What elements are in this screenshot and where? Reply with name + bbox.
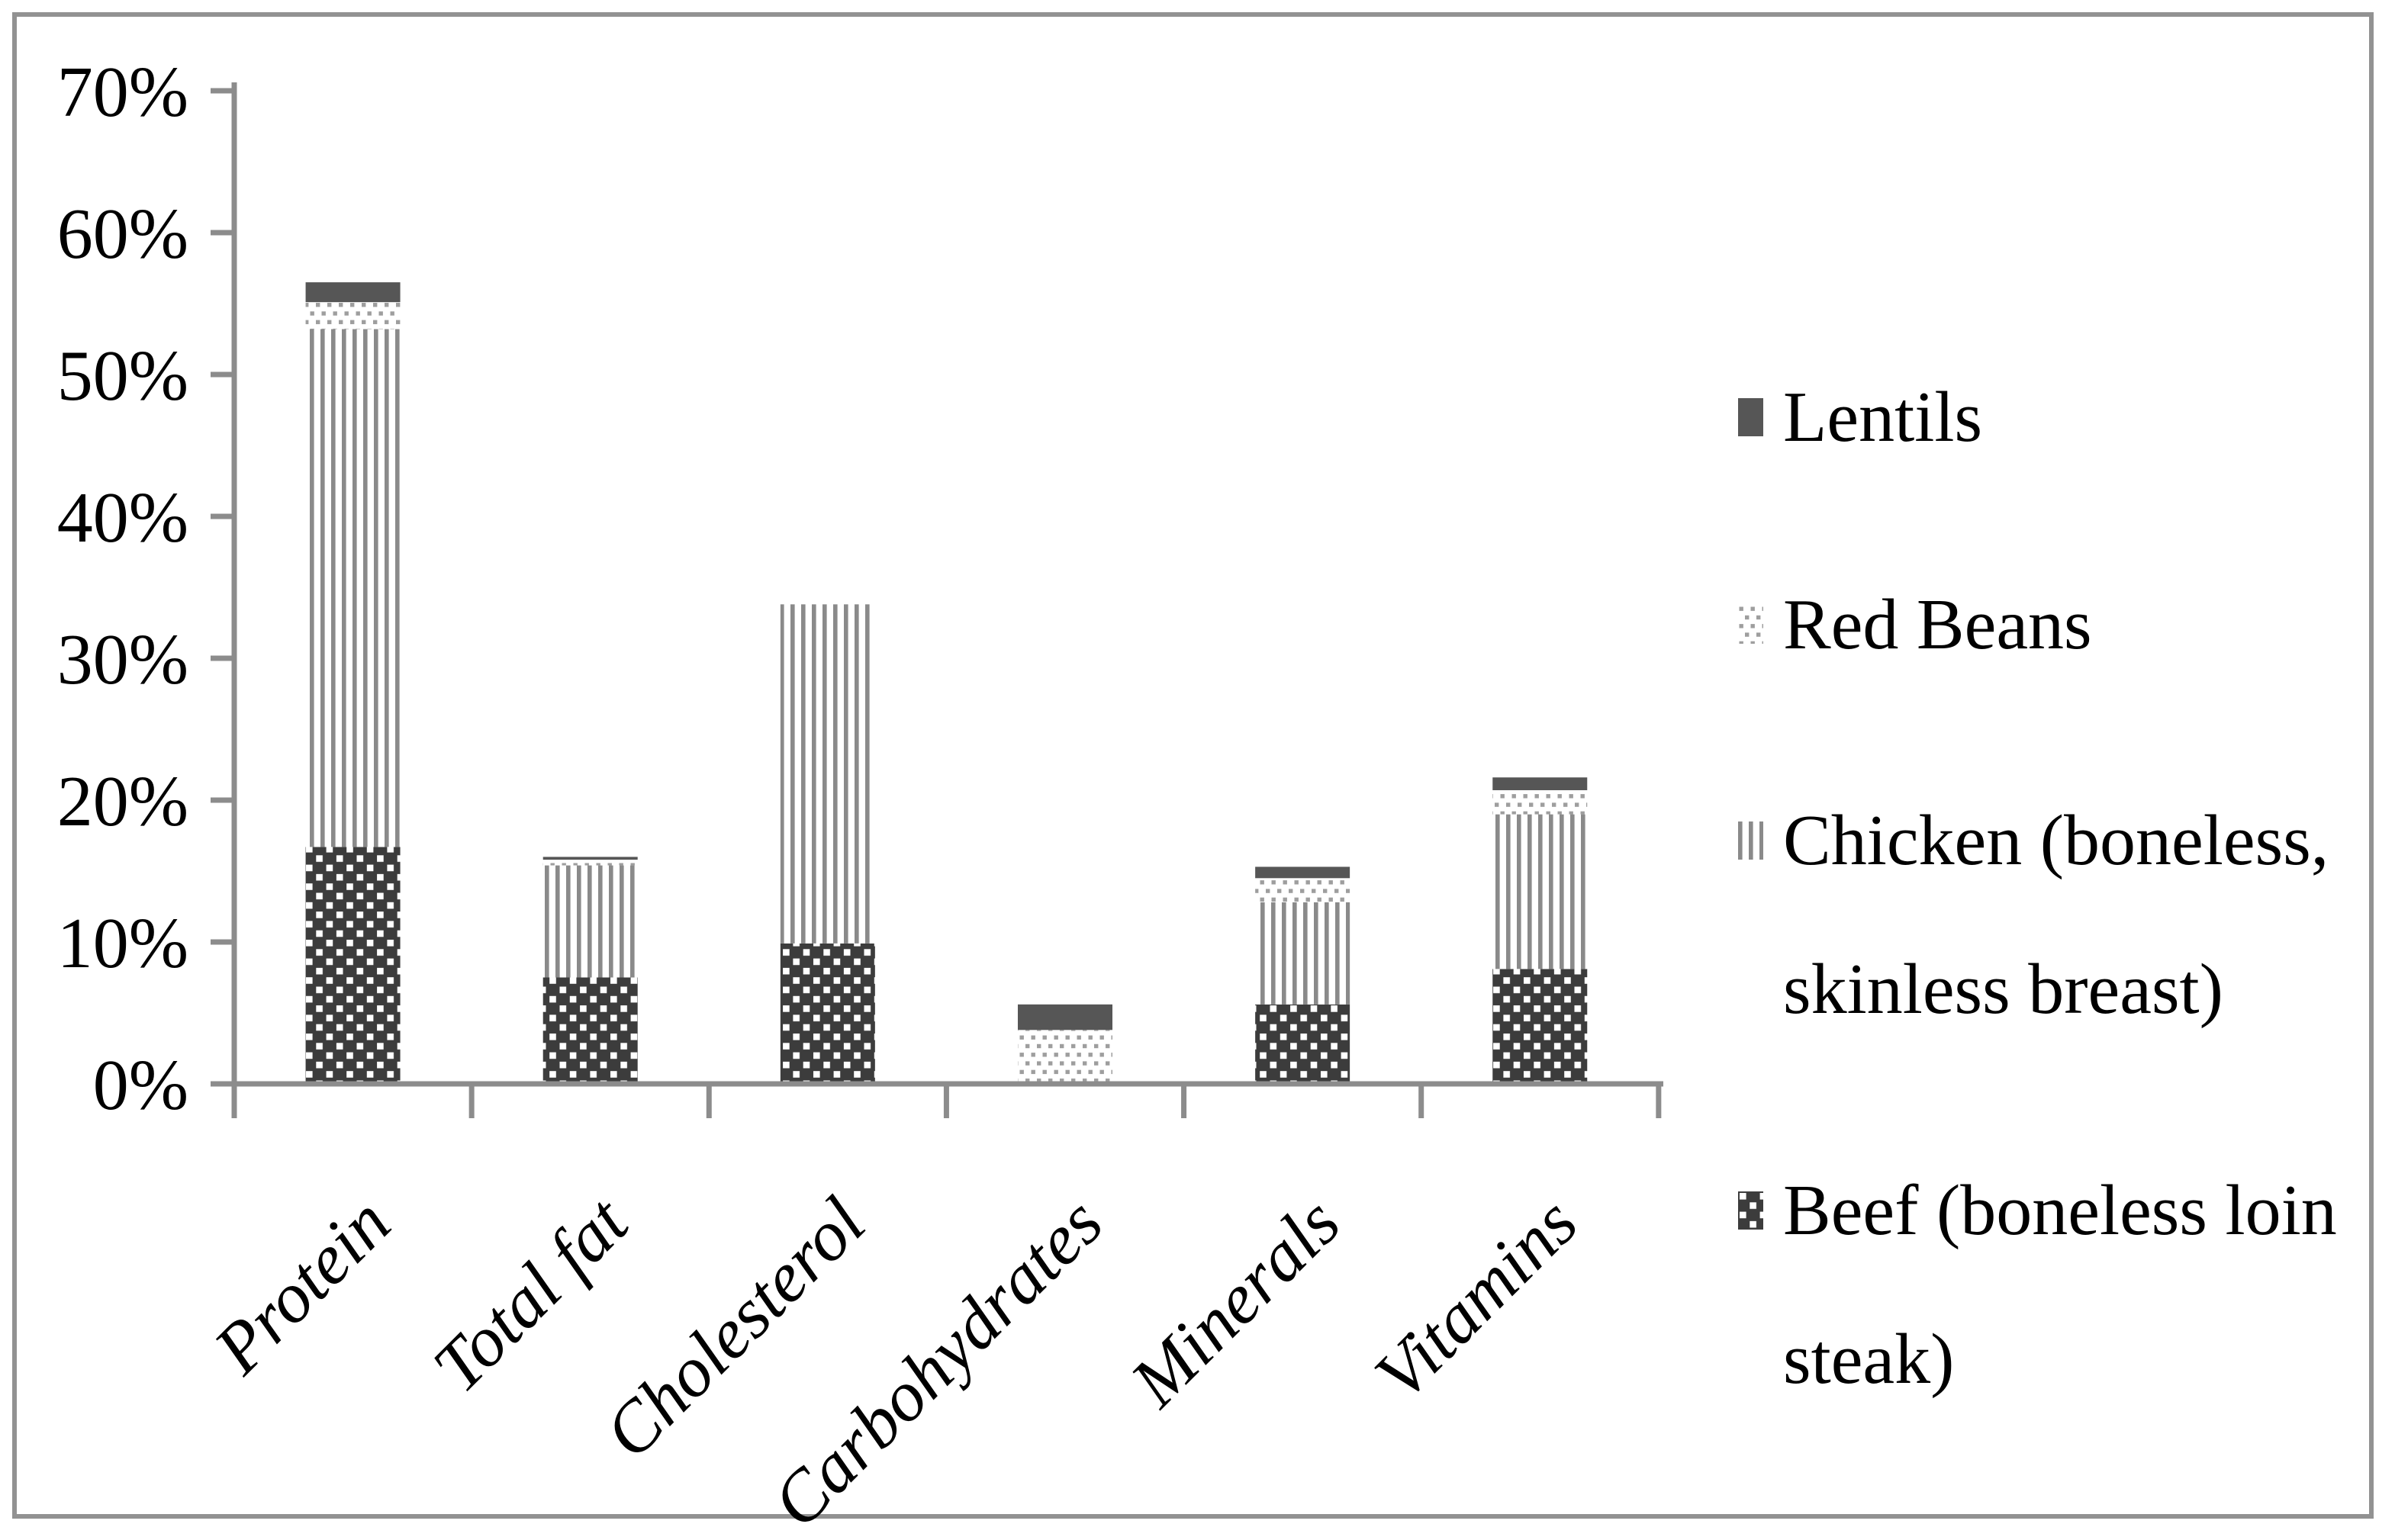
bar-segment-beef xyxy=(542,977,638,1084)
legend-swatch-redbeans-icon xyxy=(1738,606,1763,644)
bar-segment-beef xyxy=(1492,969,1588,1084)
legend-label: Beef (boneless loin steak) xyxy=(1783,1137,2337,1434)
bar-segment-beef xyxy=(305,847,401,1084)
bar-segment-chicken xyxy=(305,329,401,847)
bar-segment-lentils xyxy=(305,282,401,303)
legend-item-beef: Beef (boneless loin steak) xyxy=(1738,1137,2337,1434)
x-category-label: Vitamins xyxy=(1360,1182,1592,1415)
bars-group xyxy=(305,282,1588,1084)
y-tick-label: 30% xyxy=(57,620,188,699)
legend-label: Lentils xyxy=(1783,343,1982,492)
y-tick-label: 50% xyxy=(57,336,188,416)
bar-segment-redbeans xyxy=(1492,789,1588,815)
x-category-label: Minerals xyxy=(1115,1182,1355,1423)
legend-item-redbeans: Red Beans xyxy=(1738,551,2092,699)
y-tick-label: 70% xyxy=(57,53,188,132)
bar-protein xyxy=(305,282,401,1084)
y-tick-label: 0% xyxy=(93,1046,188,1125)
bar-segment-lentils xyxy=(1492,777,1588,790)
legend-label-line: Red Beans xyxy=(1783,585,2092,664)
bar-segment-chicken xyxy=(780,604,875,944)
legend-swatch-rect xyxy=(1738,821,1763,860)
legend-label-line: skinless breast) xyxy=(1783,950,2223,1029)
legend-label: Red Beans xyxy=(1783,551,2092,699)
bar-segment-lentils xyxy=(1255,866,1350,879)
axes-group xyxy=(211,82,1663,1118)
legend-swatch-beef-icon xyxy=(1738,1191,1763,1230)
y-tick-label: 40% xyxy=(57,478,188,558)
bar-segment-beef xyxy=(1255,1004,1350,1084)
legend-swatch-lentils-icon xyxy=(1738,398,1763,436)
x-category-label: Total fat xyxy=(418,1182,644,1407)
legend-label: Chicken (boneless, skinless breast) xyxy=(1783,767,2329,1064)
legend-item-chicken: Chicken (boneless, skinless breast) xyxy=(1738,767,2329,1064)
bar-segment-lentils xyxy=(542,857,638,860)
y-tick-label: 10% xyxy=(57,904,188,983)
legend-label-line: Lentils xyxy=(1783,378,1983,457)
legend-swatch-rect xyxy=(1738,398,1763,436)
legend-swatch-rect xyxy=(1738,1191,1763,1230)
y-tick-label: 20% xyxy=(57,762,188,841)
x-category-label: Protein xyxy=(198,1182,405,1389)
bar-cholesterol xyxy=(780,604,875,1084)
bar-segment-chicken xyxy=(542,865,638,978)
bar-carbohydrates xyxy=(1017,1004,1112,1084)
y-tick-label: 60% xyxy=(57,195,188,274)
bar-segment-lentils xyxy=(1017,1004,1112,1030)
bar-segment-beef xyxy=(780,943,875,1084)
figure-border xyxy=(12,12,2374,1519)
bar-segment-chicken xyxy=(1492,814,1588,969)
bar-segment-redbeans xyxy=(542,860,638,866)
legend-label-line: steak) xyxy=(1783,1320,1955,1399)
bar-minerals xyxy=(1255,866,1350,1084)
legend-label-line: Chicken (boneless, xyxy=(1783,801,2329,880)
bar-total-fat xyxy=(542,857,638,1084)
legend-swatch-chicken-icon xyxy=(1738,821,1763,860)
bar-segment-redbeans xyxy=(1255,878,1350,902)
bar-vitamins xyxy=(1492,777,1588,1084)
bar-segment-chicken xyxy=(1255,902,1350,1005)
legend-swatch-rect xyxy=(1738,606,1763,644)
bar-segment-redbeans xyxy=(1017,1030,1112,1084)
bar-segment-redbeans xyxy=(305,302,401,330)
legend-label-line: Beef (boneless loin xyxy=(1783,1171,2337,1250)
legend-item-lentils: Lentils xyxy=(1738,343,1982,492)
